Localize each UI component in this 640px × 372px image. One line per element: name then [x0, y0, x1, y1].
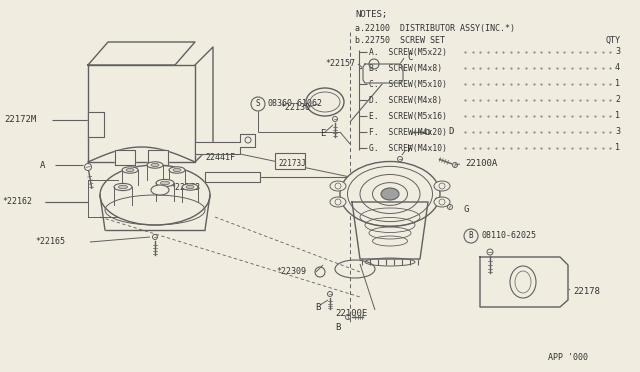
- Polygon shape: [100, 195, 210, 230]
- Text: 22100A: 22100A: [465, 160, 497, 169]
- Text: 2: 2: [615, 96, 620, 105]
- Text: E.  SCREW(M5x16): E. SCREW(M5x16): [369, 112, 447, 121]
- Text: *22165: *22165: [35, 237, 65, 247]
- Ellipse shape: [434, 181, 450, 191]
- Text: 22441F: 22441F: [205, 153, 235, 161]
- Polygon shape: [88, 65, 195, 162]
- Ellipse shape: [434, 197, 450, 207]
- Text: B: B: [315, 302, 321, 311]
- Text: E: E: [320, 129, 325, 138]
- Text: 22178: 22178: [573, 288, 600, 296]
- Text: 08360-61062: 08360-61062: [268, 99, 323, 109]
- Text: G.  SCREW(M4x10): G. SCREW(M4x10): [369, 144, 447, 153]
- Ellipse shape: [186, 185, 194, 189]
- Ellipse shape: [147, 162, 163, 168]
- Text: B: B: [335, 323, 340, 331]
- Text: D.  SCREW(M4x8): D. SCREW(M4x8): [369, 96, 442, 105]
- Polygon shape: [122, 170, 138, 185]
- Polygon shape: [156, 183, 174, 201]
- Ellipse shape: [118, 185, 127, 189]
- Ellipse shape: [169, 167, 185, 173]
- Text: C.  SCREW(M5x10): C. SCREW(M5x10): [369, 80, 447, 89]
- Text: 08110-62025: 08110-62025: [482, 231, 537, 241]
- Text: S: S: [256, 99, 260, 109]
- Text: 22100E: 22100E: [335, 310, 367, 318]
- Polygon shape: [480, 257, 568, 307]
- Ellipse shape: [126, 169, 134, 171]
- Text: APP '000: APP '000: [548, 353, 588, 362]
- Polygon shape: [148, 150, 168, 165]
- Text: a.22100  DISTRIBUTOR ASSY(INC.*): a.22100 DISTRIBUTOR ASSY(INC.*): [355, 24, 515, 33]
- Text: 22172M: 22172M: [4, 115, 36, 125]
- Text: 1: 1: [615, 112, 620, 121]
- Text: *22162: *22162: [2, 198, 32, 206]
- Ellipse shape: [330, 181, 346, 191]
- Text: 3: 3: [615, 128, 620, 137]
- Text: A.  SCREW(M5x22): A. SCREW(M5x22): [369, 48, 447, 57]
- Polygon shape: [88, 42, 195, 65]
- Polygon shape: [88, 112, 104, 137]
- Text: 4: 4: [615, 64, 620, 73]
- FancyBboxPatch shape: [275, 153, 305, 169]
- Text: b.22750  SCREW SET: b.22750 SCREW SET: [355, 36, 445, 45]
- Ellipse shape: [156, 179, 174, 187]
- Text: 22173J: 22173J: [278, 160, 306, 169]
- Ellipse shape: [330, 197, 346, 207]
- Polygon shape: [182, 187, 198, 202]
- Polygon shape: [147, 165, 163, 180]
- Text: F.  SCREW(M4x20): F. SCREW(M4x20): [369, 128, 447, 137]
- Text: B: B: [468, 231, 474, 241]
- Polygon shape: [195, 47, 213, 162]
- Text: C: C: [407, 52, 412, 61]
- Text: A: A: [40, 160, 45, 170]
- Ellipse shape: [182, 184, 198, 190]
- Text: B.  SCREW(M4x8): B. SCREW(M4x8): [369, 64, 442, 73]
- Polygon shape: [115, 150, 135, 165]
- Text: *22173: *22173: [170, 183, 200, 192]
- Polygon shape: [205, 172, 260, 182]
- Ellipse shape: [122, 167, 138, 173]
- Ellipse shape: [173, 169, 181, 171]
- Text: 1: 1: [615, 80, 620, 89]
- Text: G: G: [463, 205, 468, 215]
- Polygon shape: [352, 202, 428, 259]
- Polygon shape: [169, 170, 185, 185]
- Ellipse shape: [114, 183, 132, 190]
- Text: *22130: *22130: [280, 103, 310, 112]
- Text: 1: 1: [615, 144, 620, 153]
- Polygon shape: [363, 64, 403, 83]
- Ellipse shape: [340, 161, 440, 227]
- Text: NOTES;: NOTES;: [355, 10, 387, 19]
- Text: 3: 3: [615, 48, 620, 57]
- Ellipse shape: [151, 163, 159, 167]
- Text: F: F: [407, 145, 412, 154]
- Ellipse shape: [151, 185, 169, 195]
- Text: *22309: *22309: [276, 267, 306, 276]
- Text: *22157: *22157: [325, 60, 355, 68]
- Polygon shape: [195, 134, 255, 154]
- Text: QTY: QTY: [605, 36, 620, 45]
- Ellipse shape: [381, 188, 399, 200]
- Polygon shape: [114, 187, 132, 205]
- Ellipse shape: [161, 181, 170, 185]
- Text: D: D: [448, 128, 453, 137]
